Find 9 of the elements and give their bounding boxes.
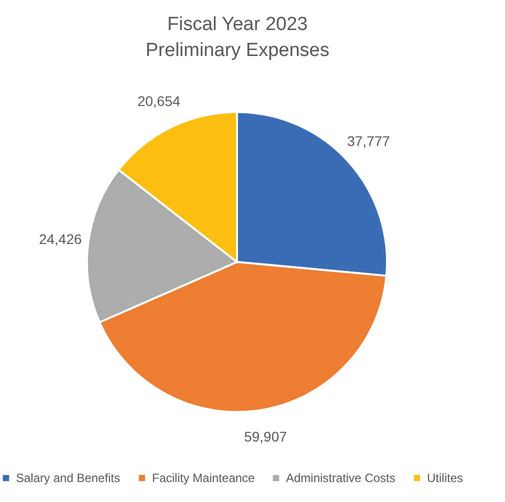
legend-label: Administrative Costs	[286, 471, 396, 486]
data-label: 37,777	[347, 133, 390, 150]
chart-title: Fiscal Year 2023 Preliminary Expenses	[146, 14, 330, 61]
legend-label: Salary and Benefits	[16, 471, 120, 486]
legend-label: Facility Mainteance	[152, 471, 256, 486]
data-label: 24,426	[38, 230, 82, 247]
data-label: 59,907	[244, 428, 288, 445]
data-label: 20,654	[137, 93, 180, 110]
legend-label: Utilites	[427, 471, 464, 486]
